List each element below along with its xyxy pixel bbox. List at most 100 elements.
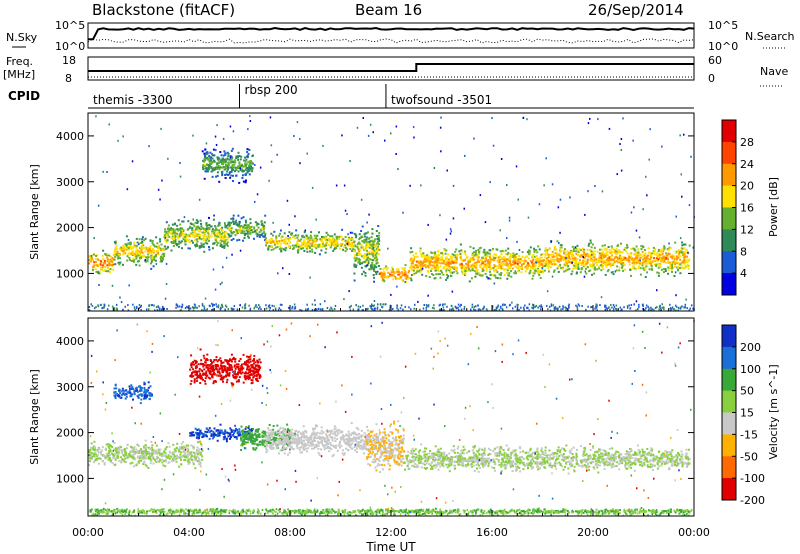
data-pixel bbox=[546, 249, 549, 252]
data-pixel bbox=[201, 455, 204, 458]
data-pixel bbox=[436, 257, 439, 260]
data-pixel bbox=[667, 272, 670, 275]
data-pixel bbox=[641, 261, 644, 264]
data-pixel bbox=[216, 237, 219, 239]
data-pixel bbox=[206, 224, 209, 227]
data-pixel bbox=[547, 264, 550, 267]
data-pixel bbox=[680, 263, 683, 266]
data-pixel bbox=[113, 387, 116, 390]
data-pixel bbox=[208, 165, 211, 168]
data-pixel bbox=[497, 265, 500, 268]
data-pixel bbox=[506, 277, 509, 280]
data-pixel bbox=[192, 445, 195, 448]
data-pixel bbox=[512, 263, 515, 266]
data-pixel bbox=[615, 260, 618, 263]
data-pixel bbox=[608, 263, 611, 265]
data-pixel bbox=[423, 256, 426, 259]
noise-pixel bbox=[348, 290, 350, 293]
ground-pixel bbox=[399, 307, 402, 310]
data-pixel bbox=[106, 264, 109, 267]
data-pixel bbox=[152, 250, 155, 253]
data-pixel bbox=[222, 245, 225, 248]
noise-pixel bbox=[594, 185, 596, 187]
data-pixel bbox=[352, 249, 355, 252]
data-pixel bbox=[511, 253, 514, 256]
data-pixel bbox=[225, 165, 227, 168]
data-pixel bbox=[250, 229, 253, 232]
noise-pixel bbox=[232, 130, 235, 133]
data-pixel bbox=[295, 244, 298, 247]
ground-pixel bbox=[512, 307, 514, 310]
data-pixel bbox=[114, 249, 117, 252]
data-pixel bbox=[475, 264, 478, 267]
data-pixel bbox=[435, 266, 438, 269]
noise-pixel bbox=[360, 198, 363, 201]
data-pixel bbox=[226, 151, 229, 154]
data-pixel bbox=[604, 253, 607, 256]
data-pixel bbox=[185, 233, 188, 236]
data-pixel bbox=[140, 251, 143, 254]
data-pixel bbox=[548, 248, 551, 251]
data-pixel bbox=[312, 240, 315, 243]
data-pixel bbox=[610, 262, 612, 265]
data-pixel bbox=[489, 260, 492, 263]
data-pixel bbox=[532, 259, 535, 262]
data-pixel bbox=[473, 258, 476, 261]
data-pixel bbox=[168, 235, 171, 238]
ground-pixel bbox=[653, 308, 655, 311]
colorbar-segment bbox=[722, 120, 736, 143]
data-pixel bbox=[676, 256, 679, 259]
freq-tick-bottom: 8 bbox=[65, 72, 72, 85]
data-pixel bbox=[560, 244, 563, 247]
data-pixel bbox=[426, 269, 429, 272]
data-pixel bbox=[170, 455, 173, 458]
data-pixel bbox=[126, 248, 129, 251]
data-pixel bbox=[463, 264, 466, 267]
data-pixel bbox=[110, 260, 113, 263]
ground-pixel bbox=[562, 306, 565, 309]
data-pixel bbox=[606, 257, 609, 260]
data-pixel bbox=[232, 163, 235, 166]
data-pixel bbox=[469, 266, 472, 269]
data-pixel bbox=[288, 241, 291, 244]
data-pixel bbox=[178, 449, 180, 452]
data-pixel bbox=[134, 255, 137, 257]
ground-pixel bbox=[577, 303, 580, 306]
data-pixel bbox=[614, 249, 617, 252]
data-pixel bbox=[360, 236, 363, 239]
data-pixel bbox=[186, 239, 189, 242]
data-pixel bbox=[280, 236, 283, 239]
data-pixel bbox=[546, 261, 549, 264]
data-pixel bbox=[576, 258, 579, 261]
data-pixel bbox=[140, 245, 143, 248]
data-pixel bbox=[431, 273, 433, 275]
data-pixel bbox=[688, 244, 691, 247]
ground-pixel bbox=[642, 307, 644, 310]
data-pixel bbox=[373, 240, 376, 243]
nsky-tick-bottom-right: 10^0 bbox=[708, 40, 738, 53]
data-pixel bbox=[93, 449, 96, 452]
data-pixel bbox=[502, 257, 505, 260]
data-pixel bbox=[104, 269, 107, 271]
data-pixel bbox=[144, 457, 147, 460]
noise-pixel bbox=[620, 138, 623, 140]
data-pixel bbox=[206, 227, 209, 230]
noise-pixel bbox=[282, 267, 284, 270]
data-pixel bbox=[206, 242, 209, 245]
ground-pixel bbox=[692, 307, 694, 310]
data-pixel bbox=[154, 452, 157, 455]
data-pixel bbox=[202, 230, 205, 233]
data-pixel bbox=[313, 244, 316, 247]
data-pixel bbox=[303, 242, 306, 245]
data-pixel bbox=[246, 232, 248, 235]
ground-pixel bbox=[180, 309, 182, 312]
data-pixel bbox=[595, 258, 598, 261]
nsky-panel: N.Sky 10^5 10^0 10^5 10^0 N.Search bbox=[6, 19, 795, 53]
data-pixel bbox=[325, 231, 328, 234]
data-pixel bbox=[120, 460, 123, 463]
data-pixel bbox=[232, 214, 235, 217]
data-pixel bbox=[571, 270, 574, 273]
data-pixel bbox=[579, 259, 581, 262]
data-pixel bbox=[514, 258, 517, 261]
data-pixel bbox=[666, 254, 668, 257]
